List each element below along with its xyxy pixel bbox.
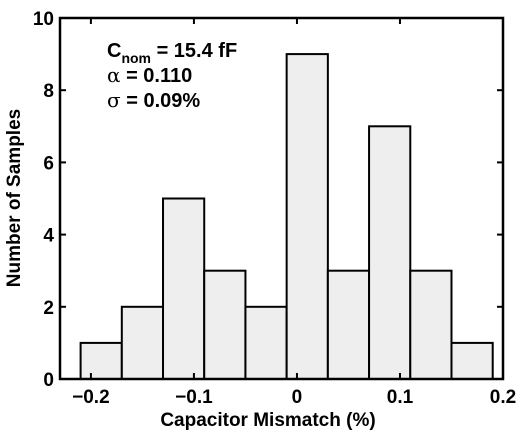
x-tick-label: 0.2	[490, 387, 516, 408]
histogram-bar	[244, 305, 288, 380]
y-tick-label: 6	[43, 153, 54, 174]
y-tick-label: 10	[33, 9, 54, 30]
plot-frame	[58, 16, 505, 381]
ticks-group: −0.2 −0.1 0 0.1 0.2 0 2 4 6 8 10	[33, 9, 516, 408]
histogram-bar	[162, 197, 206, 380]
histogram-bar	[326, 269, 371, 381]
x-tick-label: 0.1	[387, 387, 414, 408]
bars-group	[79, 53, 494, 381]
stats-annotation: Cnom = 15.4 fF α = 0.110 σ = 0.09%	[107, 40, 237, 112]
histogram-bar	[79, 341, 123, 380]
histogram-bar	[120, 305, 165, 380]
histogram-bar	[285, 53, 329, 380]
histogram-bar	[450, 341, 494, 380]
sigma-annotation: σ = 0.09%	[107, 88, 200, 112]
c-nom-annotation: Cnom = 15.4 fF	[107, 40, 237, 66]
y-tick-label: 8	[43, 81, 54, 102]
alpha-annotation: α = 0.110	[107, 63, 192, 87]
c-nom-subscript: nom	[121, 50, 151, 66]
c-nom-base: C	[107, 40, 121, 62]
histogram-bar	[203, 269, 247, 381]
y-tick-label: 4	[43, 226, 54, 247]
alpha-symbol: α	[107, 63, 121, 87]
y-tick-label: 0	[43, 370, 54, 391]
x-axis-label: Capacitor Mismatch (%)	[160, 410, 375, 431]
alpha-value: = 0.110	[121, 65, 193, 87]
sigma-value: = 0.09%	[121, 90, 201, 112]
histogram-bar	[409, 269, 453, 381]
sigma-symbol: σ	[107, 88, 121, 112]
y-axis-label: Number of Samples	[4, 109, 25, 287]
y-tick-label: 2	[43, 298, 54, 319]
x-tick-label: −0.2	[72, 387, 110, 408]
histogram-bar	[368, 125, 412, 380]
x-tick-label: 0	[292, 387, 303, 408]
c-nom-value: = 15.4 fF	[151, 40, 237, 62]
x-tick-label: −0.1	[175, 387, 213, 408]
